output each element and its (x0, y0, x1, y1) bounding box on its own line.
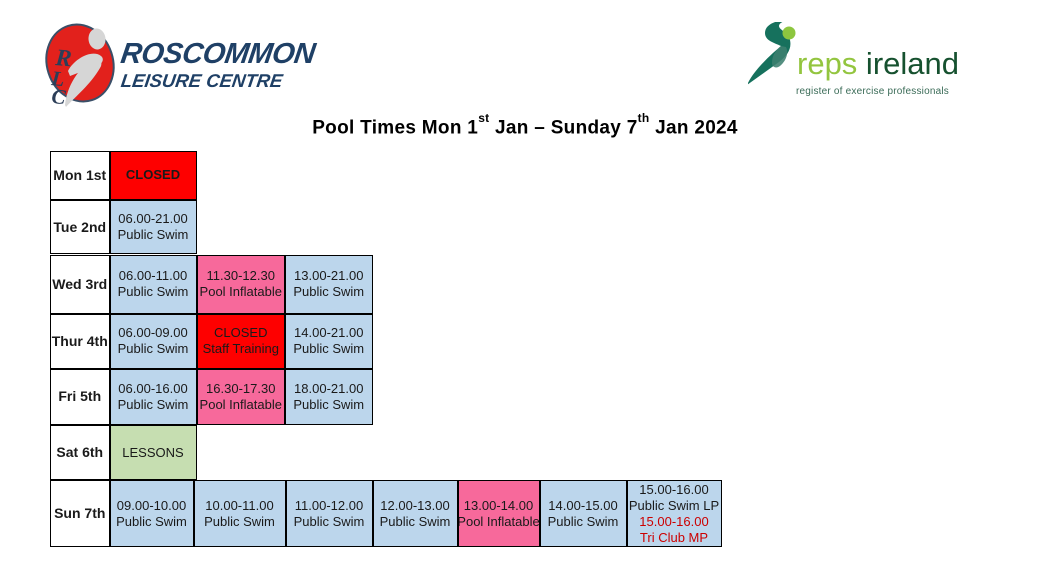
svg-text:C: C (51, 84, 68, 109)
